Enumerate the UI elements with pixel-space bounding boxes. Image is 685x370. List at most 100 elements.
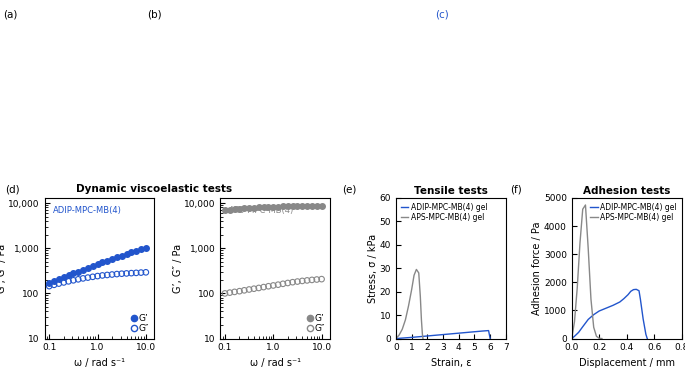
Point: [121, 251, 132, 257]
Point: [68, 278, 79, 283]
Point: [258, 204, 269, 210]
APS-MPC-MB(4) gel: [576, 241, 584, 245]
Point: [116, 271, 127, 277]
APS-MPC-MB(4) gel: [419, 336, 427, 341]
APS-MPC-MB(4) gel: [398, 327, 406, 332]
Point: [311, 276, 322, 282]
X-axis label: Displacement / mm: Displacement / mm: [579, 358, 675, 368]
Y-axis label: Adhesion force / Pa: Adhesion force / Pa: [532, 222, 543, 315]
APS-MPC-MB(4) gel: [401, 317, 410, 322]
Point: [49, 278, 60, 284]
ADIP-MPC-MB(4) gel: [584, 317, 593, 322]
Y-axis label: G’, G″ / Pa: G’, G″ / Pa: [0, 244, 7, 293]
Point: [253, 204, 264, 210]
Point: [297, 203, 308, 209]
Point: [273, 204, 284, 209]
Point: [63, 272, 74, 278]
X-axis label: ω / rad s⁻¹: ω / rad s⁻¹: [249, 358, 301, 368]
Text: Dynamic viscoelastic tests: Dynamic viscoelastic tests: [76, 184, 232, 194]
Point: [73, 276, 84, 282]
Point: [53, 280, 64, 286]
ADIP-MPC-MB(4) gel: [609, 303, 617, 307]
Point: [140, 269, 151, 275]
Legend: ADIP-MPC-MB(4) gel, APS-MPC-MB(4) gel: ADIP-MPC-MB(4) gel, APS-MPC-MB(4) gel: [400, 202, 488, 222]
Point: [97, 272, 108, 278]
Point: [112, 271, 123, 277]
ADIP-MPC-MB(4) gel: [415, 334, 423, 339]
Point: [82, 275, 93, 280]
APS-MPC-MB(4) gel: [412, 267, 421, 272]
Point: [239, 205, 250, 211]
Point: [136, 270, 147, 276]
ADIP-MPC-MB(4) gel: [484, 328, 493, 333]
Point: [229, 206, 240, 212]
ADIP-MPC-MB(4) gel: [471, 330, 479, 334]
Point: [273, 282, 284, 287]
Point: [77, 267, 88, 273]
Point: [101, 272, 112, 278]
Point: [73, 269, 84, 275]
Legend: G’, G″: G’, G″: [307, 313, 325, 334]
Point: [49, 282, 60, 288]
ADIP-MPC-MB(4) gel: [431, 333, 439, 337]
ADIP-MPC-MB(4) gel: [478, 329, 486, 333]
Point: [87, 274, 98, 280]
Point: [63, 278, 74, 284]
ADIP-MPC-MB(4) gel: [401, 336, 410, 340]
APS-MPC-MB(4) gel: [593, 334, 601, 339]
Point: [53, 276, 64, 282]
ADIP-MPC-MB(4) gel: [635, 289, 643, 293]
Point: [107, 272, 118, 278]
APS-MPC-MB(4) gel: [416, 294, 425, 299]
Line: ADIP-MPC-MB(4) gel: ADIP-MPC-MB(4) gel: [396, 330, 490, 339]
Text: (b): (b): [147, 9, 162, 19]
Point: [44, 283, 55, 289]
ADIP-MPC-MB(4) gel: [627, 289, 635, 293]
Title: Tensile tests: Tensile tests: [414, 186, 488, 196]
APS-MPC-MB(4) gel: [408, 287, 416, 292]
Point: [44, 280, 55, 286]
Point: [239, 287, 250, 293]
Point: [68, 270, 79, 276]
Point: [131, 248, 142, 254]
Point: [316, 276, 327, 282]
Point: [82, 265, 93, 271]
Point: [297, 278, 308, 284]
ADIP-MPC-MB(4) gel: [423, 334, 432, 338]
ADIP-MPC-MB(4) gel: [643, 336, 651, 341]
Text: ADIP-MPC-MB(4): ADIP-MPC-MB(4): [53, 206, 122, 215]
Point: [58, 279, 69, 285]
Point: [249, 205, 260, 211]
ADIP-MPC-MB(4) gel: [636, 297, 645, 302]
APS-MPC-MB(4) gel: [417, 317, 425, 322]
Point: [101, 258, 112, 264]
APS-MPC-MB(4) gel: [598, 336, 606, 341]
ADIP-MPC-MB(4) gel: [455, 331, 463, 335]
Point: [301, 278, 312, 283]
Point: [116, 253, 127, 259]
Line: ADIP-MPC-MB(4) gel: ADIP-MPC-MB(4) gel: [572, 289, 647, 339]
APS-MPC-MB(4) gel: [582, 203, 590, 207]
ADIP-MPC-MB(4) gel: [486, 336, 495, 341]
APS-MPC-MB(4) gel: [571, 319, 579, 324]
Point: [258, 284, 269, 290]
Point: [253, 285, 264, 291]
Point: [244, 286, 255, 292]
Point: [311, 203, 322, 209]
Point: [234, 206, 245, 212]
ADIP-MPC-MB(4) gel: [639, 317, 647, 321]
Line: APS-MPC-MB(4) gel: APS-MPC-MB(4) gel: [572, 205, 602, 339]
ADIP-MPC-MB(4) gel: [595, 309, 603, 313]
Point: [107, 256, 118, 262]
Title: Adhesion tests: Adhesion tests: [583, 186, 671, 196]
Point: [249, 286, 260, 292]
Legend: G’, G″: G’, G″: [132, 313, 150, 334]
Point: [112, 254, 123, 260]
ADIP-MPC-MB(4) gel: [439, 332, 447, 337]
APS-MPC-MB(4) gel: [404, 303, 412, 308]
Point: [244, 205, 255, 211]
Point: [92, 273, 103, 279]
APS-MPC-MB(4) gel: [590, 325, 598, 330]
ADIP-MPC-MB(4) gel: [462, 330, 471, 335]
Point: [268, 282, 279, 288]
